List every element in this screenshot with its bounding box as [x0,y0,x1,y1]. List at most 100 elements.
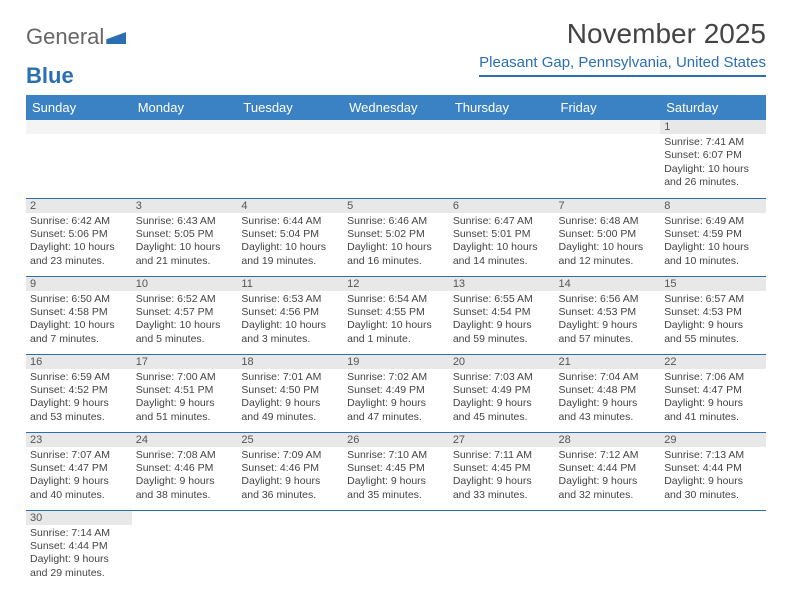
weekday-header: Tuesday [237,95,343,120]
day-details: Sunrise: 6:48 AMSunset: 5:00 PMDaylight:… [555,213,661,272]
day-number: 11 [237,277,343,291]
day-details: Sunrise: 6:57 AMSunset: 4:53 PMDaylight:… [660,291,766,350]
day-number: 4 [237,199,343,213]
day-details: Sunrise: 6:43 AMSunset: 5:05 PMDaylight:… [132,213,238,272]
title-block: November 2025 Pleasant Gap, Pennsylvania… [479,18,766,77]
flag-icon [106,32,126,44]
day-details: Sunrise: 6:53 AMSunset: 4:56 PMDaylight:… [237,291,343,350]
calendar-day-cell [449,510,555,588]
day-number: 10 [132,277,238,291]
calendar-day-cell: 10Sunrise: 6:52 AMSunset: 4:57 PMDayligh… [132,276,238,354]
calendar-day-cell: 24Sunrise: 7:08 AMSunset: 4:46 PMDayligh… [132,432,238,510]
weekday-header-row: Sunday Monday Tuesday Wednesday Thursday… [26,95,766,120]
day-number: 7 [555,199,661,213]
day-number: 13 [449,277,555,291]
day-details: Sunrise: 6:59 AMSunset: 4:52 PMDaylight:… [26,369,132,428]
calendar-day-cell: 29Sunrise: 7:13 AMSunset: 4:44 PMDayligh… [660,432,766,510]
day-number: 3 [132,199,238,213]
empty-day-bar [26,120,132,134]
day-details: Sunrise: 7:02 AMSunset: 4:49 PMDaylight:… [343,369,449,428]
calendar-day-cell: 1Sunrise: 7:41 AMSunset: 6:07 PMDaylight… [660,120,766,198]
day-details: Sunrise: 6:55 AMSunset: 4:54 PMDaylight:… [449,291,555,350]
calendar-day-cell: 19Sunrise: 7:02 AMSunset: 4:49 PMDayligh… [343,354,449,432]
day-details: Sunrise: 7:11 AMSunset: 4:45 PMDaylight:… [449,447,555,506]
calendar-day-cell [449,120,555,198]
calendar-day-cell: 13Sunrise: 6:55 AMSunset: 4:54 PMDayligh… [449,276,555,354]
day-number: 12 [343,277,449,291]
day-number: 6 [449,199,555,213]
day-number: 16 [26,355,132,369]
calendar-day-cell: 6Sunrise: 6:47 AMSunset: 5:01 PMDaylight… [449,198,555,276]
empty-day-bar [132,120,238,134]
calendar-day-cell: 11Sunrise: 6:53 AMSunset: 4:56 PMDayligh… [237,276,343,354]
day-details: Sunrise: 7:12 AMSunset: 4:44 PMDaylight:… [555,447,661,506]
calendar-week-row: 23Sunrise: 7:07 AMSunset: 4:47 PMDayligh… [26,432,766,510]
calendar-table: Sunday Monday Tuesday Wednesday Thursday… [26,95,766,588]
calendar-day-cell [132,120,238,198]
day-details: Sunrise: 7:01 AMSunset: 4:50 PMDaylight:… [237,369,343,428]
calendar-day-cell: 17Sunrise: 7:00 AMSunset: 4:51 PMDayligh… [132,354,238,432]
day-number: 23 [26,433,132,447]
day-details: Sunrise: 6:42 AMSunset: 5:06 PMDaylight:… [26,213,132,272]
weekday-header: Saturday [660,95,766,120]
calendar-week-row: 9Sunrise: 6:50 AMSunset: 4:58 PMDaylight… [26,276,766,354]
calendar-day-cell: 21Sunrise: 7:04 AMSunset: 4:48 PMDayligh… [555,354,661,432]
day-number: 8 [660,199,766,213]
day-details: Sunrise: 7:09 AMSunset: 4:46 PMDaylight:… [237,447,343,506]
day-details: Sunrise: 7:03 AMSunset: 4:49 PMDaylight:… [449,369,555,428]
empty-day-bar [449,120,555,134]
calendar-day-cell [555,120,661,198]
page-title: November 2025 [479,18,766,50]
day-number: 1 [660,120,766,134]
day-details: Sunrise: 6:44 AMSunset: 5:04 PMDaylight:… [237,213,343,272]
weekday-header: Sunday [26,95,132,120]
calendar-day-cell: 15Sunrise: 6:57 AMSunset: 4:53 PMDayligh… [660,276,766,354]
day-number: 20 [449,355,555,369]
day-number: 2 [26,199,132,213]
calendar-day-cell: 30Sunrise: 7:14 AMSunset: 4:44 PMDayligh… [26,510,132,588]
day-number: 30 [26,511,132,525]
calendar-day-cell: 12Sunrise: 6:54 AMSunset: 4:55 PMDayligh… [343,276,449,354]
calendar-day-cell: 8Sunrise: 6:49 AMSunset: 4:59 PMDaylight… [660,198,766,276]
calendar-day-cell: 9Sunrise: 6:50 AMSunset: 4:58 PMDaylight… [26,276,132,354]
day-details: Sunrise: 7:00 AMSunset: 4:51 PMDaylight:… [132,369,238,428]
calendar-day-cell [237,510,343,588]
day-number: 18 [237,355,343,369]
calendar-day-cell [132,510,238,588]
day-details: Sunrise: 7:41 AMSunset: 6:07 PMDaylight:… [660,134,766,193]
calendar-week-row: 1Sunrise: 7:41 AMSunset: 6:07 PMDaylight… [26,120,766,198]
calendar-day-cell: 18Sunrise: 7:01 AMSunset: 4:50 PMDayligh… [237,354,343,432]
calendar-week-row: 30Sunrise: 7:14 AMSunset: 4:44 PMDayligh… [26,510,766,588]
day-number: 9 [26,277,132,291]
weekday-header: Friday [555,95,661,120]
calendar-day-cell [343,510,449,588]
day-details: Sunrise: 6:50 AMSunset: 4:58 PMDaylight:… [26,291,132,350]
calendar-day-cell: 4Sunrise: 6:44 AMSunset: 5:04 PMDaylight… [237,198,343,276]
weekday-header: Wednesday [343,95,449,120]
logo: General [26,18,126,50]
day-number: 5 [343,199,449,213]
calendar-day-cell: 16Sunrise: 6:59 AMSunset: 4:52 PMDayligh… [26,354,132,432]
day-number: 17 [132,355,238,369]
calendar-day-cell: 27Sunrise: 7:11 AMSunset: 4:45 PMDayligh… [449,432,555,510]
day-number: 25 [237,433,343,447]
day-details: Sunrise: 7:13 AMSunset: 4:44 PMDaylight:… [660,447,766,506]
day-details: Sunrise: 6:47 AMSunset: 5:01 PMDaylight:… [449,213,555,272]
calendar-day-cell [26,120,132,198]
weekday-header: Monday [132,95,238,120]
day-number: 28 [555,433,661,447]
calendar-day-cell: 7Sunrise: 6:48 AMSunset: 5:00 PMDaylight… [555,198,661,276]
calendar-day-cell: 3Sunrise: 6:43 AMSunset: 5:05 PMDaylight… [132,198,238,276]
day-number: 15 [660,277,766,291]
logo-text-2: Blue [26,63,74,89]
calendar-day-cell [343,120,449,198]
day-details: Sunrise: 7:08 AMSunset: 4:46 PMDaylight:… [132,447,238,506]
day-details: Sunrise: 6:49 AMSunset: 4:59 PMDaylight:… [660,213,766,272]
day-details: Sunrise: 7:14 AMSunset: 4:44 PMDaylight:… [26,525,132,584]
day-details: Sunrise: 7:10 AMSunset: 4:45 PMDaylight:… [343,447,449,506]
weekday-header: Thursday [449,95,555,120]
calendar-day-cell: 25Sunrise: 7:09 AMSunset: 4:46 PMDayligh… [237,432,343,510]
calendar-day-cell [555,510,661,588]
location-text: Pleasant Gap, Pennsylvania, United State… [479,54,766,77]
calendar-day-cell: 23Sunrise: 7:07 AMSunset: 4:47 PMDayligh… [26,432,132,510]
